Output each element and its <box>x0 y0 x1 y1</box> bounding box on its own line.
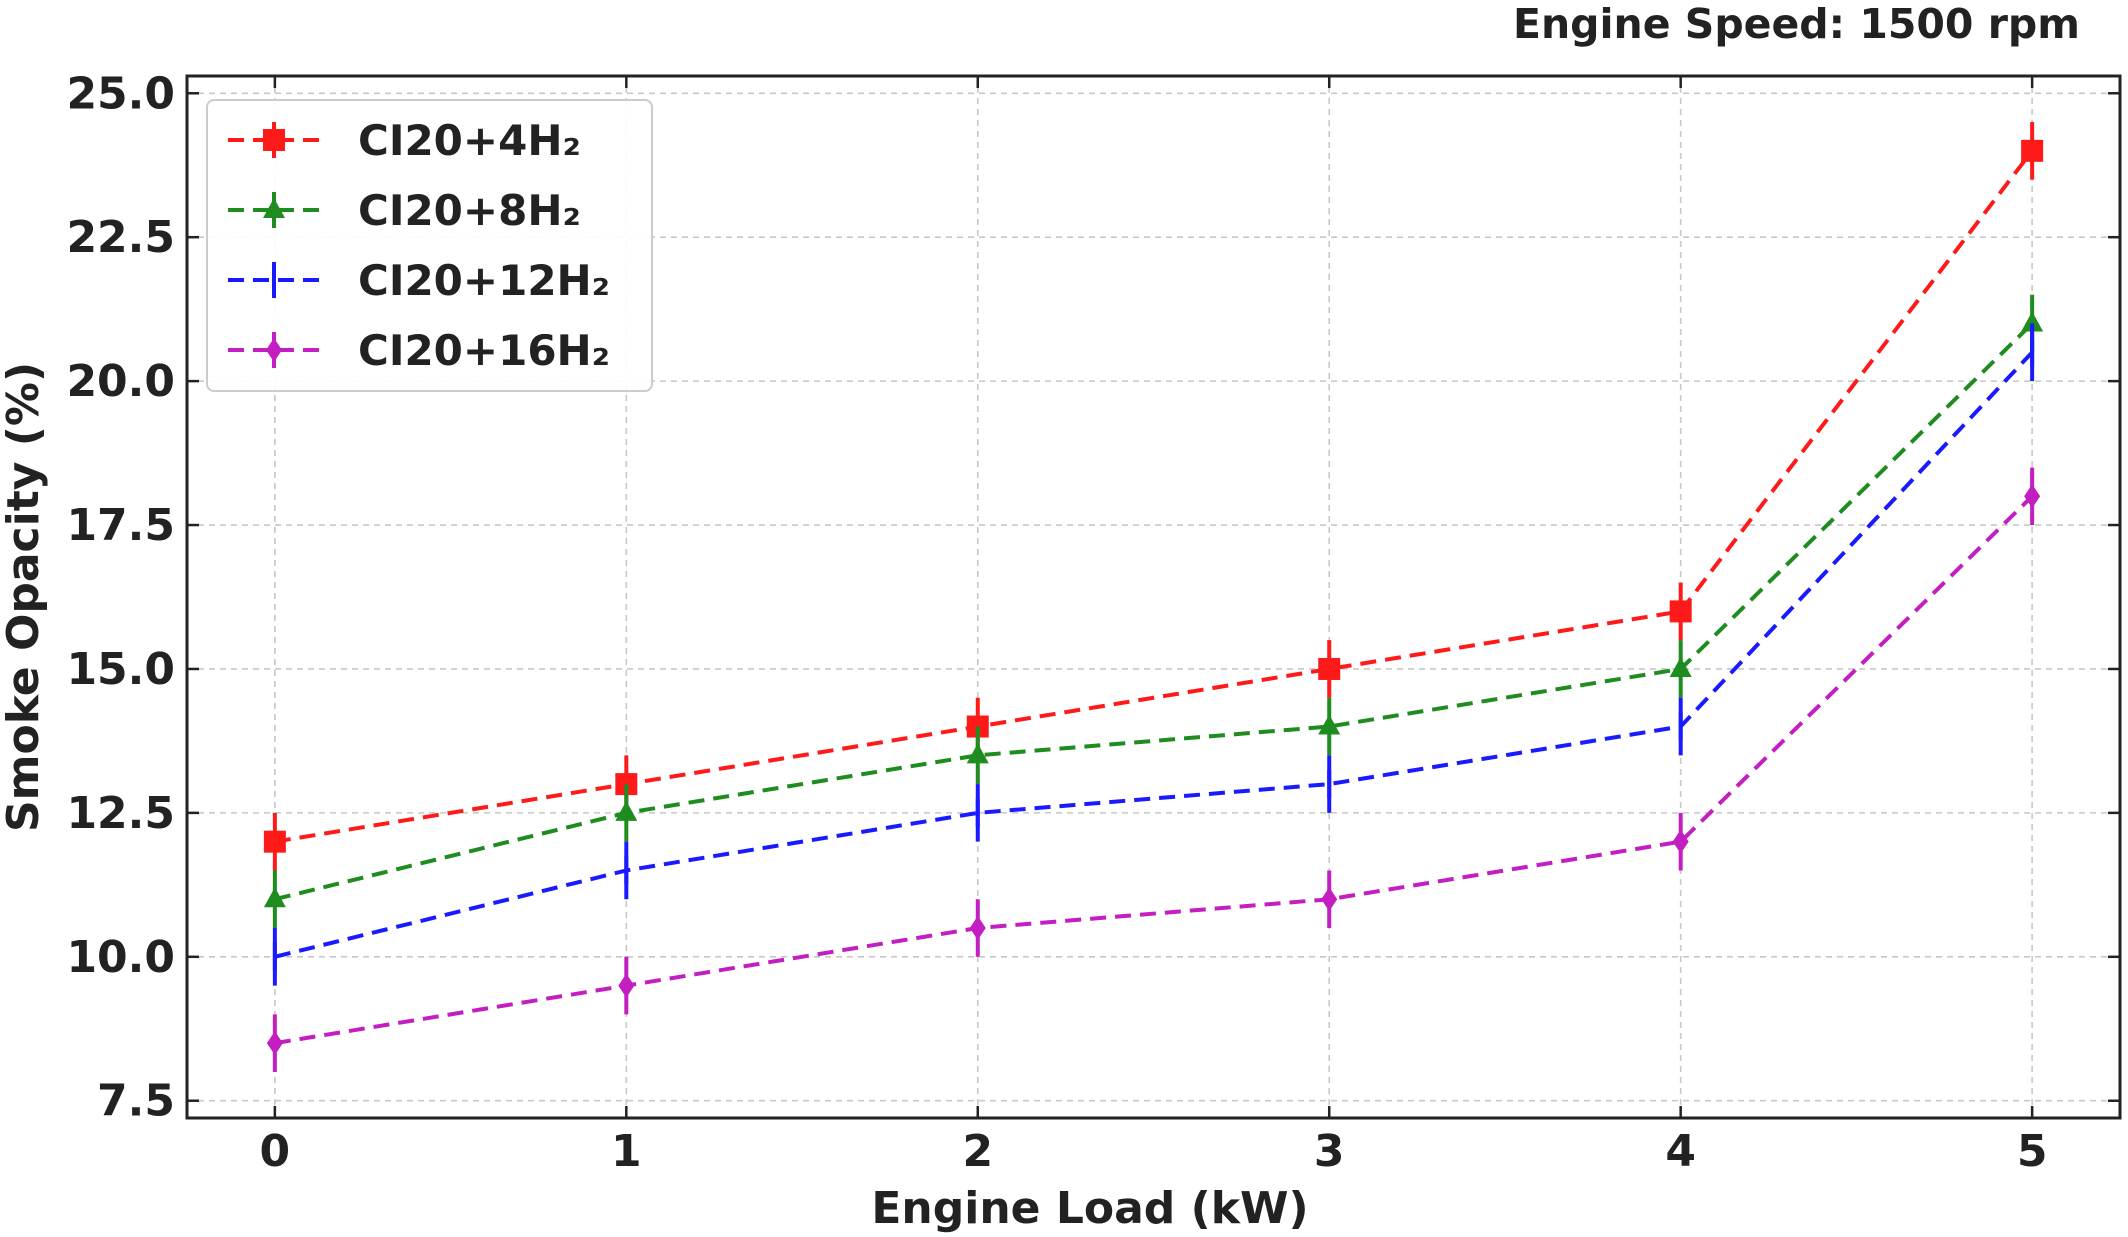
data-point <box>2024 484 2041 509</box>
series-2 <box>272 323 2035 986</box>
y-axis-ticks: 7.5 10.0 12.5 15.0 17.5 20.0 22.5 25.0 <box>66 68 2120 1127</box>
legend-entry: CI20+16H₂ <box>228 326 610 375</box>
series-3 <box>266 467 2041 1072</box>
data-point <box>2021 311 2044 332</box>
data-point <box>1321 887 1338 912</box>
legend-label: CI20+12H₂ <box>358 256 610 305</box>
y-tick-label: 7.5 <box>97 1076 175 1127</box>
series-line <box>274 494 2034 1046</box>
x-tick-label: 4 <box>1665 1126 1696 1177</box>
y-tick-label: 25.0 <box>66 68 175 119</box>
x-tick-label: 3 <box>1314 1126 1345 1177</box>
legend-label: CI20+4H₂ <box>358 116 581 165</box>
plot-frame <box>185 74 2122 1120</box>
legend-label: CI20+16H₂ <box>358 326 610 375</box>
data-point <box>1318 657 1341 680</box>
series-line <box>274 149 2034 844</box>
data-point <box>618 973 635 998</box>
legend-box <box>206 99 653 392</box>
legend-entry: CI20+4H₂ <box>228 116 581 165</box>
x-tick-label: 0 <box>260 1126 291 1177</box>
y-tick-label: 15.0 <box>66 644 175 695</box>
x-tick-label: 2 <box>962 1126 993 1177</box>
legend-entry: CI20+12H₂ <box>228 256 610 305</box>
data-point <box>1669 600 1692 623</box>
x-tick-label: 5 <box>2017 1126 2048 1177</box>
legend-marker <box>266 338 282 362</box>
data-point <box>266 1031 283 1056</box>
series-1 <box>263 294 2044 929</box>
y-tick-label: 20.0 <box>66 356 175 407</box>
data-point <box>263 887 286 908</box>
legend-label: CI20+8H₂ <box>358 186 581 235</box>
data-point <box>615 800 638 821</box>
data-point <box>969 916 986 941</box>
legend-marker <box>263 129 285 151</box>
legend-marker <box>263 198 285 218</box>
x-tick-label: 1 <box>611 1126 642 1177</box>
series-line <box>274 322 2034 902</box>
y-tick-label: 12.5 <box>66 788 175 839</box>
y-tick-label: 17.5 <box>66 500 175 551</box>
data-point <box>966 743 989 764</box>
y-tick-label: 22.5 <box>66 212 175 263</box>
x-axis-ticks: 0 1 2 3 4 5 <box>260 76 2048 1177</box>
series-line <box>274 350 2034 959</box>
series-layer <box>263 122 2044 1072</box>
y-axis-label: Smoke Opacity (%) <box>0 362 49 832</box>
data-point <box>1318 714 1341 735</box>
engine-speed-annotation: Engine Speed: 1500 rpm <box>1513 0 2080 48</box>
data-point <box>1672 829 1689 854</box>
data-point <box>2021 139 2044 162</box>
x-axis-label: Engine Load (kW) <box>871 1183 1308 1234</box>
legend: CI20+4H₂ CI20+8H₂ CI20+12H₂ CI20+16H₂ <box>206 99 653 392</box>
data-point <box>263 830 286 853</box>
y-tick-label: 10.0 <box>66 932 175 983</box>
legend-entry: CI20+8H₂ <box>228 186 581 235</box>
data-point <box>1669 656 1692 677</box>
